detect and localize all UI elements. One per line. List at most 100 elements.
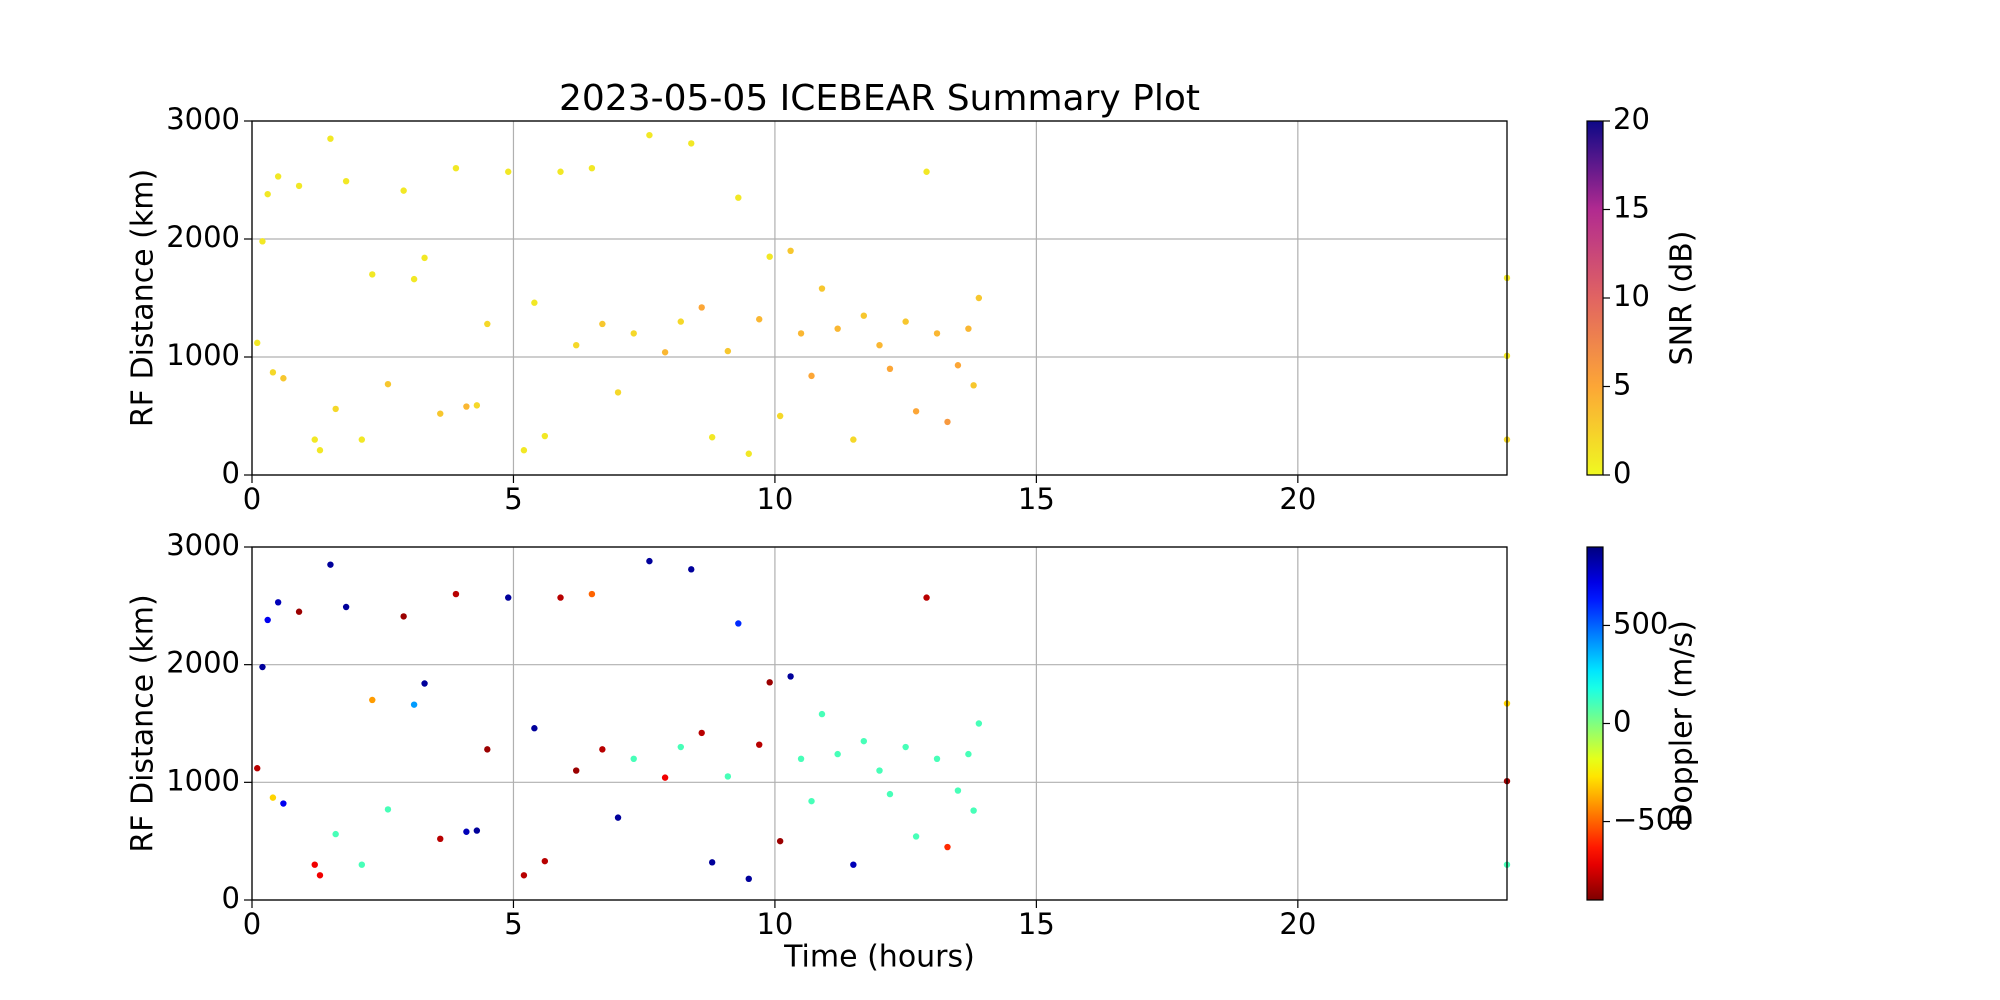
data-point bbox=[797, 755, 805, 762]
x-tick-label: 0 bbox=[243, 482, 261, 516]
data-point bbox=[766, 679, 773, 686]
data-point bbox=[797, 330, 805, 337]
data-point bbox=[421, 254, 428, 262]
data-point bbox=[410, 701, 418, 708]
data-point bbox=[954, 787, 962, 794]
data-point bbox=[646, 131, 653, 139]
x-tick-label: 5 bbox=[504, 482, 522, 516]
data-point bbox=[850, 861, 857, 868]
data-point bbox=[860, 737, 868, 745]
data-point bbox=[463, 828, 470, 835]
colorbar-tick-label: 15 bbox=[1613, 191, 1650, 225]
data-point bbox=[437, 835, 444, 843]
data-point bbox=[410, 275, 418, 283]
data-point bbox=[400, 187, 407, 194]
data-point bbox=[646, 557, 653, 565]
y-tick-label: 0 bbox=[222, 881, 240, 915]
data-point bbox=[735, 620, 742, 627]
data-point bbox=[912, 833, 920, 840]
colorbar-label: Doppler (m/s) bbox=[1665, 620, 1700, 827]
data-point bbox=[557, 594, 564, 601]
data-point bbox=[400, 613, 407, 620]
data-point bbox=[369, 696, 376, 704]
data-point bbox=[332, 830, 339, 838]
data-point bbox=[787, 673, 794, 680]
data-point bbox=[557, 168, 564, 175]
data-point bbox=[473, 402, 481, 409]
data-point bbox=[970, 807, 977, 814]
data-point bbox=[933, 755, 941, 762]
data-point bbox=[766, 253, 773, 260]
data-point bbox=[698, 729, 705, 737]
data-point bbox=[818, 710, 826, 718]
data-point bbox=[923, 168, 930, 175]
y-tick-label: 3000 bbox=[166, 102, 240, 136]
data-point bbox=[254, 339, 261, 347]
data-point bbox=[573, 767, 580, 774]
data-point bbox=[944, 418, 951, 426]
data-point bbox=[886, 790, 894, 798]
data-point bbox=[274, 173, 282, 180]
x-axis-label: Time (hours) bbox=[783, 940, 975, 975]
data-point bbox=[573, 342, 580, 349]
data-point bbox=[661, 349, 669, 356]
data-point bbox=[975, 294, 983, 302]
data-point bbox=[588, 165, 596, 172]
data-point bbox=[923, 594, 930, 601]
data-point bbox=[269, 794, 277, 801]
data-point bbox=[505, 594, 512, 601]
data-point bbox=[975, 720, 983, 727]
data-point bbox=[902, 318, 909, 325]
x-tick-label: 5 bbox=[504, 907, 522, 941]
data-point bbox=[661, 774, 669, 781]
colorbar-label: SNR (dB) bbox=[1665, 231, 1700, 366]
data-point bbox=[965, 750, 972, 758]
data-point bbox=[698, 304, 705, 311]
data-point bbox=[834, 325, 841, 332]
data-point bbox=[776, 412, 784, 420]
data-point bbox=[965, 325, 972, 332]
y-axis-label: RF Distance (km) bbox=[126, 169, 161, 427]
data-point bbox=[316, 872, 324, 879]
data-point bbox=[316, 447, 324, 454]
data-point bbox=[520, 447, 528, 454]
colorbar-tick-label: 500 bbox=[1613, 606, 1668, 640]
data-point bbox=[531, 299, 538, 306]
colorbar-tick-label: 0 bbox=[1613, 456, 1631, 490]
data-point bbox=[688, 140, 695, 147]
data-point bbox=[876, 342, 883, 349]
data-point bbox=[599, 746, 606, 753]
data-point bbox=[295, 182, 303, 190]
data-point bbox=[311, 861, 318, 868]
data-point bbox=[421, 680, 428, 687]
data-point bbox=[724, 347, 732, 355]
data-point bbox=[280, 800, 287, 807]
data-point bbox=[369, 271, 376, 278]
data-point bbox=[834, 750, 841, 758]
data-point bbox=[630, 330, 637, 337]
data-point bbox=[531, 725, 538, 732]
data-point bbox=[384, 806, 392, 813]
data-point bbox=[944, 843, 951, 851]
data-point bbox=[588, 590, 596, 598]
data-point bbox=[384, 380, 392, 388]
data-point bbox=[787, 247, 794, 254]
y-tick-label: 2000 bbox=[166, 646, 240, 680]
x-tick-label: 10 bbox=[756, 907, 793, 941]
data-point bbox=[541, 857, 549, 865]
data-point bbox=[954, 362, 962, 369]
data-point bbox=[358, 436, 366, 443]
y-tick-label: 1000 bbox=[166, 338, 240, 372]
colorbar bbox=[1586, 546, 1604, 901]
data-point bbox=[437, 410, 444, 417]
data-point bbox=[520, 872, 528, 879]
data-point bbox=[280, 375, 287, 382]
data-point bbox=[327, 135, 334, 142]
data-point bbox=[614, 814, 622, 821]
x-tick-label: 15 bbox=[1018, 482, 1055, 516]
x-tick-label: 0 bbox=[243, 907, 261, 941]
data-point bbox=[274, 599, 282, 606]
y-tick-label: 3000 bbox=[166, 528, 240, 562]
colorbar-tick-label: −500 bbox=[1613, 803, 1693, 837]
